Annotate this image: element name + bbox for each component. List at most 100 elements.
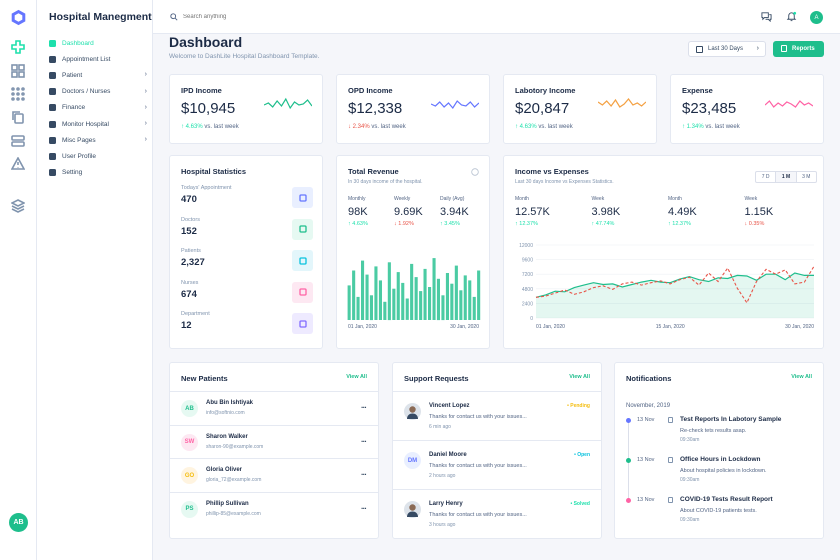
- stat-item: Todays' Appointment 470: [181, 185, 232, 205]
- patient-email: gloria_72@example.com: [206, 477, 262, 483]
- stat-label: Todays' Appointment: [181, 185, 232, 191]
- medical-cross-icon[interactable]: [11, 40, 25, 54]
- stat-value: 12.57K: [515, 206, 550, 218]
- sidebar-item-patient[interactable]: Patient ›: [49, 67, 147, 83]
- sparkline: [765, 100, 813, 108]
- apps-icon[interactable]: [11, 87, 25, 101]
- app-title: Hospital Manegment: [49, 11, 152, 23]
- calendar-icon: [668, 457, 673, 463]
- stat-label: Daily (Avg): [440, 196, 465, 202]
- sidebar-item-appointment-list[interactable]: Appointment List: [49, 51, 147, 67]
- notification-title: COVID-19 Tests Result Report: [680, 496, 773, 503]
- patient-row[interactable]: GO Gloria Oliver gloria_72@example.com ···: [170, 458, 378, 492]
- stat-item: Nurses 674: [181, 280, 198, 300]
- revenue-bar: [374, 266, 378, 320]
- page-subtitle: Welcome to DashLite Hospital Dashboard T…: [169, 53, 320, 60]
- request-time: 6 min ago: [429, 424, 451, 430]
- support-row[interactable]: Larry Henry Thanks for contact us with yo…: [393, 489, 601, 538]
- stat-label: Patients: [181, 248, 201, 254]
- kpi-change-note: vs. last week: [204, 124, 239, 130]
- info-icon[interactable]: [471, 168, 479, 176]
- kpi-card: Expense $23,485 ↑ 1.34% vs. last week: [670, 74, 824, 144]
- alert-icon[interactable]: [11, 157, 25, 171]
- income-expenses-line-chart: 12000 9600 7200 4800 2400 001 Jan, 2020 15 Jan…: [519, 243, 815, 330]
- search-input[interactable]: [183, 10, 343, 24]
- notification-title: Test Reports In Labotory Sample: [680, 416, 782, 423]
- card-title: New Patients: [181, 374, 228, 383]
- more-icon[interactable]: ···: [361, 436, 367, 446]
- kpi-card: OPD Income $12,338 ↓ 2.34% vs. last week: [336, 74, 490, 144]
- date-range-button[interactable]: Last 30 Days ›: [688, 41, 766, 57]
- card-subtitle: Last 30 days Income vs Expenses Statisti…: [515, 179, 614, 185]
- kpi-value: $10,945: [181, 100, 236, 117]
- stat-value: 98K: [348, 206, 368, 218]
- bell-icon[interactable]: [786, 11, 797, 22]
- more-icon[interactable]: ···: [361, 470, 367, 479]
- range-option[interactable]: 7 D: [756, 172, 777, 182]
- patient-name: Sharon Walker: [206, 433, 248, 440]
- kpi-change-value: 4.63%: [519, 124, 537, 130]
- avatar: DM: [404, 452, 421, 469]
- revenue-bar: [365, 274, 369, 320]
- chat-icon[interactable]: [761, 11, 772, 22]
- stat-value: 3.94K: [440, 206, 469, 218]
- range-option[interactable]: 3 M: [802, 174, 811, 180]
- notification-subtitle: About hospital policies in lockdown.: [680, 468, 767, 474]
- request-time: 3 hours ago: [429, 522, 456, 528]
- more-icon[interactable]: ···: [361, 503, 367, 513]
- patient-email: phillip-85@example.com: [206, 510, 261, 517]
- server-icon[interactable]: [11, 134, 25, 148]
- stat-value: 152: [181, 225, 197, 237]
- notification-subtitle: About COVID-19 patients tests.: [680, 508, 757, 514]
- stat-change-value: 3.45%: [444, 221, 460, 227]
- revenue-bar: [414, 277, 418, 320]
- avatar[interactable]: AB: [9, 513, 28, 532]
- kpi-title: OPD Income: [348, 86, 393, 95]
- view-all-link[interactable]: View All: [569, 374, 590, 380]
- status-label: Open: [577, 452, 590, 458]
- support-row[interactable]: DM Daniel Moore Thanks for contact us with…: [393, 440, 601, 489]
- avatar: AB: [181, 400, 198, 417]
- logo-icon[interactable]: [10, 9, 27, 26]
- patient-row[interactable]: SW Sharon Walker sharon-90@example.com ···: [170, 424, 378, 459]
- revenue-bar: [463, 275, 467, 320]
- income-expense-stat: Month 4.49K ↑ 12.37%: [668, 196, 697, 227]
- reports-button[interactable]: Reports: [773, 41, 824, 57]
- arrow-down-icon: ↓: [744, 221, 749, 227]
- document-icon: [781, 45, 787, 52]
- revenue-bar: [454, 265, 458, 320]
- sidebar-item-doctors-nurses[interactable]: Doctors / Nurses ›: [49, 84, 147, 100]
- layers-icon[interactable]: [11, 199, 25, 213]
- search-icon: [170, 13, 178, 21]
- org-chart-icon: [292, 313, 313, 334]
- income-vs-expenses-card: Income vs Expenses Last 30 days Income v…: [503, 155, 824, 349]
- list-icon: [49, 55, 56, 63]
- card-title: Hospital Statistics: [181, 167, 247, 176]
- chevron-right-icon: ›: [756, 45, 759, 52]
- patient-row[interactable]: PS Phillip Sullivan phillip-85@example.com…: [170, 491, 378, 526]
- view-all-link[interactable]: View All: [791, 374, 812, 380]
- sidebar-item-user-profile[interactable]: User Profile: [49, 148, 147, 164]
- notification-subtitle: Re-check tets results asap.: [680, 428, 747, 434]
- y-tick-label: 2400: [522, 301, 533, 307]
- sidebar-item-monitor-hospital[interactable]: Monitor Hospital ›: [49, 116, 147, 132]
- stat-item: Doctors 152: [181, 217, 200, 237]
- avatar: GO: [181, 467, 198, 484]
- user-avatar[interactable]: A: [810, 11, 823, 24]
- more-icon[interactable]: ···: [361, 403, 367, 412]
- sparkline-path: [431, 100, 479, 110]
- range-option[interactable]: 1 M: [776, 172, 797, 182]
- support-row[interactable]: Vincent Lopez Thanks for contact us with …: [393, 391, 601, 440]
- stat-value: 674: [181, 288, 197, 300]
- view-all-link[interactable]: View All: [346, 374, 367, 380]
- copy-icon[interactable]: [11, 110, 25, 124]
- sidebar-item-setting[interactable]: Setting: [49, 165, 147, 181]
- sidebar-item-dashboard[interactable]: Dashboard: [49, 35, 147, 51]
- timeline-dot-icon: [626, 498, 631, 503]
- status-dot-icon: •: [567, 403, 571, 409]
- grid-icon[interactable]: [11, 64, 25, 78]
- sidebar-item-finance[interactable]: Finance ›: [49, 100, 147, 116]
- sidebar-item-misc-pages[interactable]: Misc Pages ›: [49, 132, 147, 148]
- page-title: Dashboard: [169, 34, 243, 50]
- patient-row[interactable]: AB Abu Bin Ishtiyak info@softnio.com ···: [170, 391, 378, 425]
